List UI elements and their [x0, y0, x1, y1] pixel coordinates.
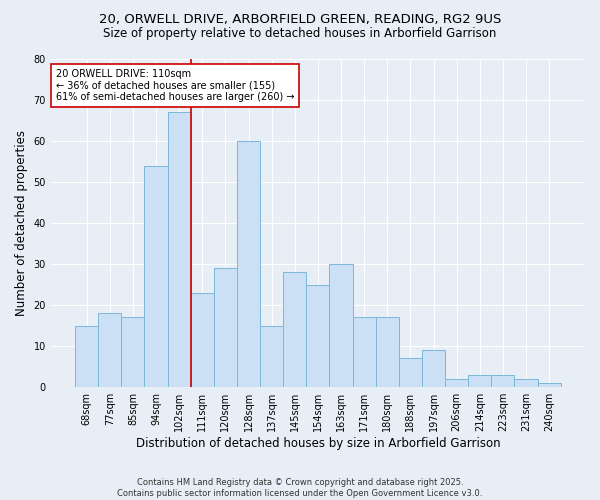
- Bar: [283, 272, 307, 387]
- Bar: [538, 383, 561, 387]
- Y-axis label: Number of detached properties: Number of detached properties: [15, 130, 28, 316]
- Text: Size of property relative to detached houses in Arborfield Garrison: Size of property relative to detached ho…: [103, 28, 497, 40]
- Bar: [307, 284, 329, 387]
- Bar: [445, 379, 468, 387]
- Text: 20 ORWELL DRIVE: 110sqm
← 36% of detached houses are smaller (155)
61% of semi-d: 20 ORWELL DRIVE: 110sqm ← 36% of detache…: [56, 69, 295, 102]
- Bar: [353, 318, 376, 387]
- Bar: [214, 268, 237, 387]
- Bar: [98, 314, 121, 387]
- Bar: [191, 293, 214, 387]
- Text: Contains HM Land Registry data © Crown copyright and database right 2025.
Contai: Contains HM Land Registry data © Crown c…: [118, 478, 482, 498]
- Bar: [399, 358, 422, 387]
- Bar: [329, 264, 353, 387]
- Bar: [121, 318, 145, 387]
- Bar: [491, 375, 514, 387]
- X-axis label: Distribution of detached houses by size in Arborfield Garrison: Distribution of detached houses by size …: [136, 437, 500, 450]
- Bar: [145, 166, 167, 387]
- Bar: [514, 379, 538, 387]
- Bar: [237, 141, 260, 387]
- Bar: [260, 326, 283, 387]
- Bar: [468, 375, 491, 387]
- Text: 20, ORWELL DRIVE, ARBORFIELD GREEN, READING, RG2 9US: 20, ORWELL DRIVE, ARBORFIELD GREEN, READ…: [99, 12, 501, 26]
- Bar: [75, 326, 98, 387]
- Bar: [376, 318, 399, 387]
- Bar: [167, 112, 191, 387]
- Bar: [422, 350, 445, 387]
